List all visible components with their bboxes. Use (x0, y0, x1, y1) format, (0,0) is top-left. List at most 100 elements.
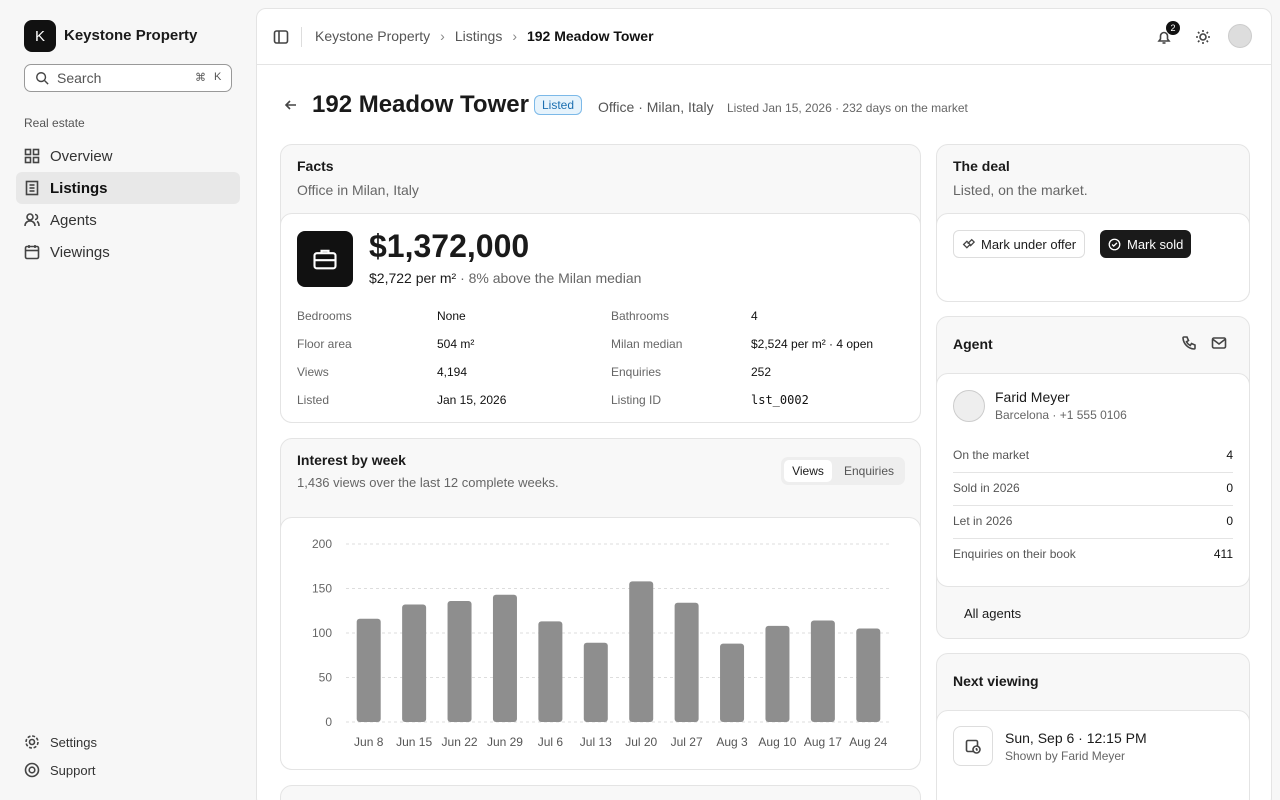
x-tick-label: Aug 10 (758, 735, 796, 749)
card-title: The deal (953, 158, 1010, 174)
toggle-option-active[interactable]: Views (784, 460, 832, 482)
email-button[interactable] (1211, 335, 1227, 351)
stat-value: 0 (1226, 514, 1233, 528)
nav-item[interactable]: Viewings (16, 236, 240, 268)
breadcrumb-item[interactable]: Listings (454, 28, 503, 44)
facts-body: $1,372,000 $2,722 per m² · 8% above the … (280, 213, 921, 423)
button-icon (1108, 238, 1121, 250)
button-icon (962, 238, 975, 249)
bar (629, 581, 654, 722)
chart-title: Interest by week (297, 452, 406, 468)
y-tick-label: 200 (312, 537, 332, 551)
deal-body: Mark under offer Mark sold (936, 213, 1250, 302)
sidebar-toggle[interactable] (273, 29, 289, 45)
footer-item[interactable]: Support (16, 754, 240, 786)
stat-divider (953, 472, 1233, 473)
price-detail: $2,722 per m² · 8% above the Milan media… (369, 270, 641, 286)
stat-label: On the market (953, 448, 1030, 462)
bar (810, 620, 835, 722)
stat-divider (953, 538, 1233, 539)
bell-icon[interactable] (1156, 29, 1172, 45)
shortcut-key: ⌘ (195, 72, 206, 84)
nav-label: Overview (50, 147, 113, 165)
agent-info: Barcelona · +1 555 0106 (995, 408, 1127, 422)
nav-section: Real estate (24, 116, 85, 130)
nav-icon (24, 148, 40, 164)
all-agents-link[interactable]: All agents (964, 606, 1022, 621)
fact-label: Listing ID (611, 393, 662, 407)
breadcrumb-item[interactable]: Keystone Property (315, 28, 431, 44)
viewing-date: Sun, Sep 6 · 12:15 PM (1005, 730, 1147, 746)
button-label: Mark under offer (981, 236, 1077, 252)
fact-value: lst_0002 (751, 393, 809, 407)
breadcrumb-current: 192 Meadow Tower (526, 28, 654, 44)
fact-label: Views (297, 365, 329, 379)
footer-label: Settings (50, 734, 97, 750)
agent-name: Farid Meyer (995, 389, 1070, 405)
price-compare: · 8% above the Milan median (460, 270, 642, 286)
viewing-card: Next viewing Sun, Sep 6 · 12:15 PM Shown… (936, 653, 1250, 800)
nav-item[interactable]: Overview (16, 140, 240, 172)
stat-value: 0 (1226, 481, 1233, 495)
search-box[interactable]: Search ⌘ K (24, 64, 232, 92)
bar (356, 618, 381, 722)
button-label: Mark sold (1127, 236, 1184, 252)
x-tick-label: Jul 20 (625, 735, 657, 749)
nav-icon (24, 213, 40, 227)
breadcrumb-sep: › (440, 28, 445, 44)
fact-label: Milan median (611, 337, 683, 351)
x-tick-label: Jun 29 (487, 735, 523, 749)
viewing-body: Sun, Sep 6 · 12:15 PM Shown by Farid Mey… (936, 710, 1250, 800)
viewing-agent: Shown by Farid Meyer (1005, 749, 1126, 763)
calendar-icon (953, 726, 993, 766)
fact-label: Listed (297, 393, 330, 407)
stat-value: 411 (1213, 547, 1233, 561)
stat-label: Sold in 2026 (953, 481, 1020, 495)
listing-title: 192 Meadow Tower (312, 91, 529, 118)
x-tick-label: Jun 15 (396, 735, 432, 749)
toggle-option[interactable]: Enquiries (843, 464, 895, 478)
price-per-area: $2,722 per m² (369, 270, 457, 286)
next-card (280, 785, 921, 800)
deal-card: The deal Listed, on the market. Mark und… (936, 144, 1250, 302)
chart-card: Interest by week 1,436 views over the la… (280, 438, 921, 770)
fact-label: Enquiries (611, 365, 662, 379)
calendar-glyph (965, 739, 981, 754)
chart-body: 0 50 100 150 200 Jun 8 Jun 15 Jun 22 Jun 29 Jul 6… (280, 517, 921, 770)
nav-item[interactable]: Listings (16, 172, 240, 204)
theme-toggle[interactable] (1195, 29, 1211, 45)
y-tick-label: 150 (312, 582, 332, 596)
bar (402, 604, 427, 722)
y-tick-label: 50 (319, 671, 333, 685)
stat-value: 4 (1226, 448, 1233, 462)
nav-icon (24, 245, 40, 260)
header-divider (257, 64, 1271, 65)
status-badge: Listed (534, 95, 583, 115)
fact-value: $2,524 per m² · 4 open (751, 337, 874, 351)
footer-item[interactable]: Settings (16, 726, 240, 758)
notification-badge: 2 (1166, 21, 1180, 35)
user-avatar[interactable] (1228, 24, 1252, 48)
x-tick-label: Aug 24 (849, 735, 887, 749)
stat-divider (953, 505, 1233, 506)
bar (856, 628, 881, 722)
call-button[interactable] (1181, 335, 1197, 351)
search-icon (36, 72, 49, 85)
settings-icon (25, 735, 39, 749)
divider (301, 27, 302, 47)
fact-value: None (437, 309, 466, 323)
x-tick-label: Aug 17 (804, 735, 842, 749)
fact-value: 504 m² (437, 337, 475, 351)
fact-label: Floor area (297, 337, 352, 351)
price: $1,372,000 (369, 228, 530, 264)
fact-value: 4,194 (437, 365, 468, 379)
y-tick-label: 100 (312, 626, 332, 640)
action-button[interactable]: Mark sold (1100, 230, 1192, 258)
nav-label: Agents (50, 211, 97, 229)
chart-subtitle: 1,436 views over the last 12 complete we… (297, 475, 559, 490)
back-button[interactable] (283, 97, 299, 113)
nav-label: Viewings (50, 243, 110, 261)
x-tick-label: Jul 27 (671, 735, 703, 749)
action-button[interactable]: Mark under offer (953, 230, 1086, 258)
nav-item[interactable]: Agents (16, 204, 240, 236)
